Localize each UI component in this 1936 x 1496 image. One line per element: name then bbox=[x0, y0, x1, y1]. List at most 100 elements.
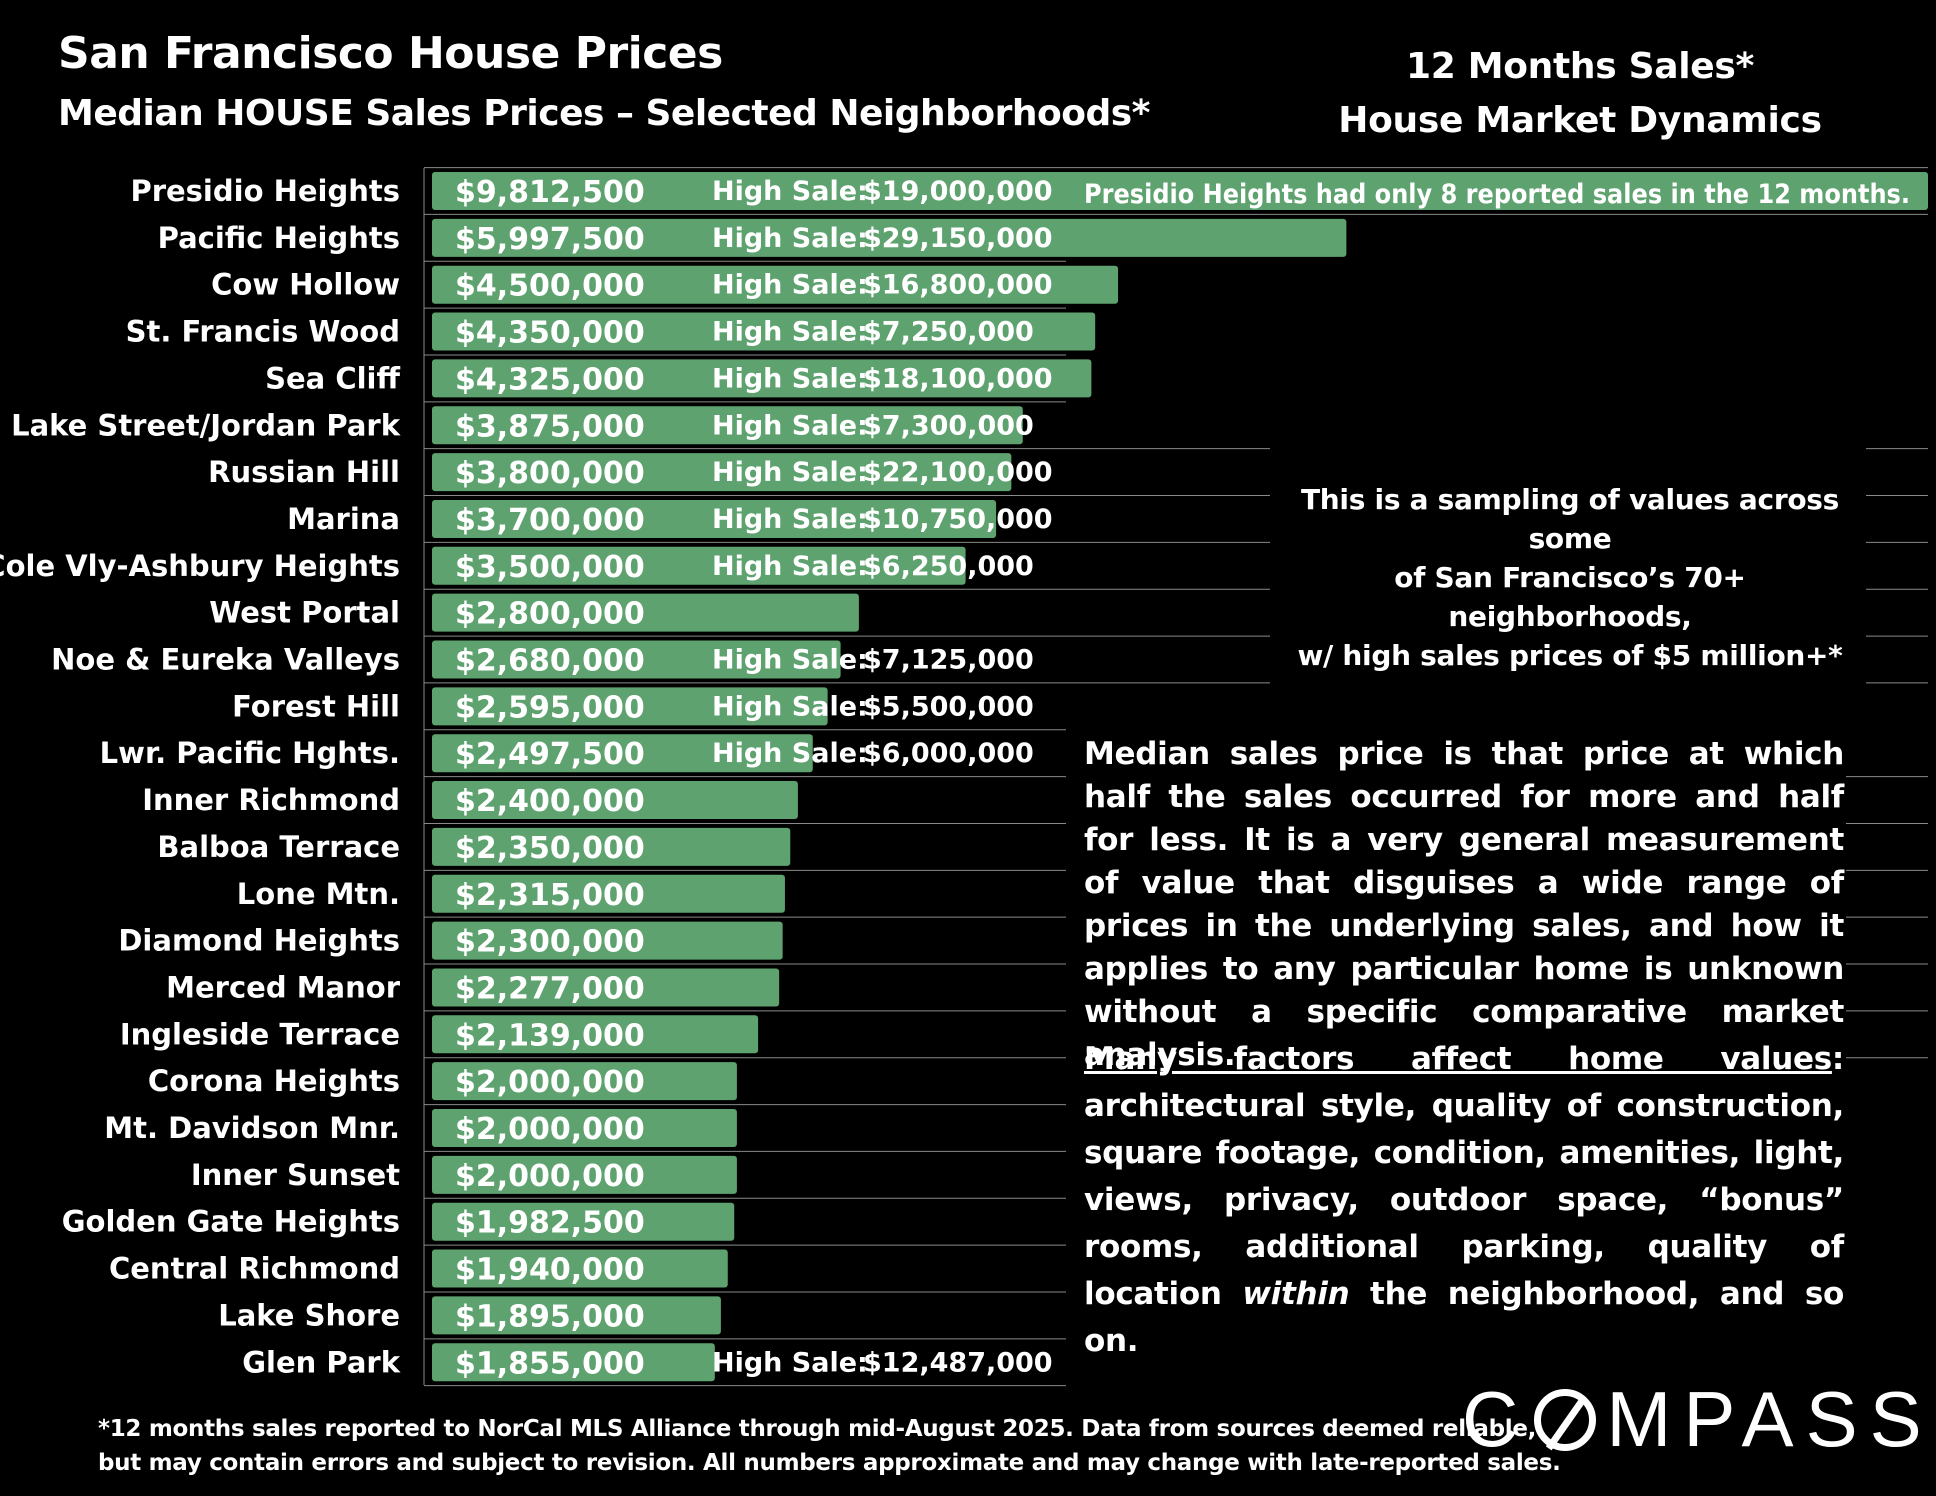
category-label: Pacific Heights bbox=[158, 221, 400, 255]
value-label: $2,000,000 bbox=[455, 1112, 645, 1147]
category-label: Cole Vly-Ashbury Heights bbox=[0, 549, 400, 583]
median-definition: Median sales price is that price at whic… bbox=[1084, 736, 1844, 1073]
high-sale-value: $29,150,000 bbox=[863, 223, 1053, 254]
category-label: Marina bbox=[287, 502, 400, 536]
value-label: $4,350,000 bbox=[455, 316, 645, 351]
high-sale-label: High Sale: bbox=[712, 645, 868, 676]
value-label: $3,875,000 bbox=[455, 409, 645, 444]
category-label: Russian Hill bbox=[208, 455, 400, 489]
value-label: $1,982,500 bbox=[455, 1206, 645, 1241]
gridlines bbox=[423, 167, 1928, 1387]
value-label: $4,325,000 bbox=[455, 362, 645, 397]
bar bbox=[432, 593, 859, 632]
footnote: *12 months sales reported to NorCal MLS … bbox=[98, 1412, 1561, 1480]
value-label: $1,895,000 bbox=[455, 1299, 645, 1334]
value-label: $2,350,000 bbox=[455, 831, 645, 866]
high-sale-label: High Sale: bbox=[712, 317, 868, 348]
category-label: Ingleside Terrace bbox=[120, 1017, 400, 1051]
category-label: Lone Mtn. bbox=[237, 877, 400, 911]
bar bbox=[432, 687, 828, 726]
bar bbox=[432, 1249, 728, 1288]
high-sale-value: $7,125,000 bbox=[863, 645, 1034, 676]
sampling-note: This is a sampling of values across some… bbox=[1270, 480, 1870, 675]
bar bbox=[432, 453, 1012, 492]
category-label: West Portal bbox=[209, 596, 400, 630]
high-sale-label: High Sale: bbox=[712, 176, 868, 207]
high-sale-value: $16,800,000 bbox=[863, 270, 1053, 301]
bar bbox=[432, 1343, 715, 1382]
sampling-note-line3: w/ high sales prices of $5 million+* bbox=[1297, 639, 1843, 672]
category-label: Presidio Heights bbox=[130, 174, 400, 208]
value-label: $2,000,000 bbox=[455, 1159, 645, 1194]
bar bbox=[432, 968, 780, 1007]
category-label: Mt. Davidson Mnr. bbox=[104, 1111, 400, 1145]
high-sale-value: $6,000,000 bbox=[863, 738, 1034, 769]
value-label: $2,680,000 bbox=[455, 644, 645, 679]
value-label: $2,497,500 bbox=[455, 737, 645, 772]
category-label: St. Francis Wood bbox=[126, 315, 400, 349]
category-label: Golden Gate Heights bbox=[62, 1205, 400, 1239]
high-sale-label: High Sale: bbox=[712, 691, 868, 722]
value-label: $2,400,000 bbox=[455, 784, 645, 819]
compass-logo: C MPASS bbox=[1462, 1374, 1934, 1465]
category-label: Noe & Eureka Valleys bbox=[51, 643, 400, 677]
category-label: Lwr. Pacific Hghts. bbox=[100, 736, 400, 770]
labels: Presidio Heights $9,812,500 High Sale:$19,… bbox=[0, 174, 1053, 1381]
bar bbox=[432, 1202, 735, 1241]
bar bbox=[432, 1015, 759, 1054]
high-sale-value: $6,250,000 bbox=[863, 551, 1034, 582]
footnote-line2: but may contain errors and subject to re… bbox=[98, 1450, 1561, 1476]
high-sale-label: High Sale: bbox=[712, 223, 868, 254]
bar bbox=[432, 406, 1023, 445]
right-heading-line2: House Market Dynamics bbox=[1338, 100, 1822, 141]
high-sale-label: High Sale: bbox=[712, 504, 868, 535]
high-sale-value: $7,250,000 bbox=[863, 317, 1034, 348]
value-label: $1,940,000 bbox=[455, 1253, 645, 1288]
category-label: Lake Street/Jordan Park bbox=[11, 408, 401, 442]
bar bbox=[432, 359, 1092, 398]
high-sale-label: High Sale: bbox=[712, 551, 868, 582]
high-sale-label: High Sale: bbox=[712, 738, 868, 769]
factors-heading: Many factors affect home values bbox=[1084, 1041, 1832, 1077]
bar bbox=[432, 734, 813, 773]
bars bbox=[432, 172, 1928, 1382]
value-label: $5,997,500 bbox=[455, 222, 645, 257]
category-label: Sea Cliff bbox=[265, 361, 400, 395]
bar bbox=[432, 874, 785, 913]
presidio-note: Presidio Heights had only 8 reported sal… bbox=[1084, 179, 1910, 210]
sampling-note-line2: of San Francisco’s 70+ neighborhoods, bbox=[1394, 561, 1746, 633]
category-label: Cow Hollow bbox=[211, 268, 400, 302]
value-label: $2,139,000 bbox=[455, 1018, 645, 1053]
high-sale-value: $12,487,000 bbox=[863, 1347, 1053, 1378]
bar bbox=[432, 1296, 721, 1335]
bar bbox=[432, 499, 997, 538]
bar bbox=[432, 312, 1096, 351]
value-label: $3,500,000 bbox=[455, 550, 645, 585]
bar bbox=[432, 921, 783, 960]
sampling-note-line1: This is a sampling of values across some bbox=[1300, 483, 1840, 555]
category-label: Lake Shore bbox=[218, 1298, 400, 1332]
value-label: $2,277,000 bbox=[455, 971, 645, 1006]
value-label: $2,315,000 bbox=[455, 878, 645, 913]
high-sale-label: High Sale: bbox=[712, 457, 868, 488]
value-label: $1,855,000 bbox=[455, 1346, 645, 1381]
bar bbox=[432, 1155, 737, 1194]
high-sale-label: High Sale: bbox=[712, 410, 868, 441]
high-sale-label: High Sale: bbox=[712, 270, 868, 301]
bar bbox=[432, 172, 1928, 210]
category-label: Inner Richmond bbox=[142, 783, 400, 817]
high-sale-value: $7,300,000 bbox=[863, 410, 1034, 441]
value-label: $2,595,000 bbox=[455, 690, 645, 725]
bar bbox=[432, 640, 841, 679]
value-label: $2,000,000 bbox=[455, 1065, 645, 1100]
value-label: $3,800,000 bbox=[455, 456, 645, 491]
bar bbox=[432, 546, 966, 585]
bar bbox=[432, 1109, 737, 1147]
bar bbox=[432, 827, 791, 866]
logo-letters: MPASS bbox=[1606, 1375, 1934, 1463]
category-label: Forest Hill bbox=[232, 689, 400, 723]
bar bbox=[432, 1062, 737, 1101]
category-label: Diamond Heights bbox=[118, 924, 400, 958]
bar bbox=[432, 265, 1119, 304]
high-sale-value: $5,500,000 bbox=[863, 691, 1034, 722]
